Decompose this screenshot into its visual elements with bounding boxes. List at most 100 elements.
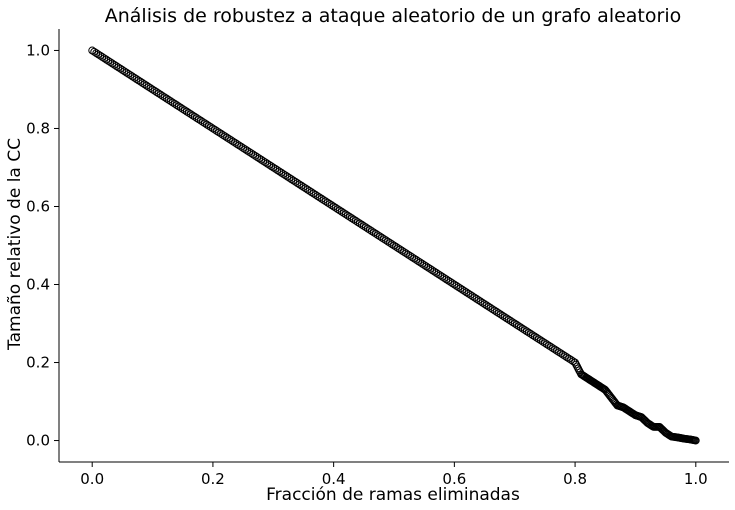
data-point xyxy=(94,50,103,59)
data-point xyxy=(124,69,133,78)
data-point xyxy=(323,198,332,207)
data-point xyxy=(227,136,235,145)
data-point xyxy=(442,275,451,284)
data-point xyxy=(557,349,565,358)
data-point xyxy=(398,246,406,255)
data-point xyxy=(430,267,439,276)
data-point xyxy=(251,151,260,160)
data-point xyxy=(202,120,211,129)
data-point xyxy=(164,95,173,104)
data-point xyxy=(553,346,561,355)
data-point xyxy=(112,62,121,70)
data-point xyxy=(378,233,386,242)
data-point xyxy=(190,112,199,121)
data-point xyxy=(522,327,531,336)
data-point xyxy=(390,241,398,250)
data-point xyxy=(303,185,312,194)
data-point xyxy=(402,249,410,258)
data-point xyxy=(478,298,487,307)
data-point xyxy=(305,186,314,195)
data-point xyxy=(376,232,384,241)
data-point xyxy=(353,218,362,226)
data-point xyxy=(359,222,368,230)
data-point xyxy=(458,285,467,294)
data-point xyxy=(470,293,479,302)
data-point xyxy=(386,238,394,247)
data-points xyxy=(88,46,700,445)
data-point xyxy=(315,193,324,202)
data-point xyxy=(265,160,274,169)
data-point xyxy=(263,159,272,168)
data-point xyxy=(237,142,245,151)
data-point xyxy=(200,119,209,128)
data-point xyxy=(520,326,529,334)
data-point xyxy=(253,153,262,161)
data-point xyxy=(269,163,278,172)
data-point xyxy=(476,297,485,306)
data-point xyxy=(414,257,423,266)
data-point xyxy=(255,154,264,163)
data-point xyxy=(404,250,412,259)
data-point xyxy=(538,337,547,346)
data-point xyxy=(331,203,340,212)
data-point xyxy=(434,270,443,279)
data-point xyxy=(233,140,241,148)
y-axis-title: Tamaño relativo de la CC xyxy=(5,138,25,351)
data-point xyxy=(456,284,465,293)
data-point xyxy=(367,227,376,236)
data-point xyxy=(464,289,473,298)
data-point xyxy=(176,103,185,112)
data-point xyxy=(536,336,545,345)
data-point xyxy=(259,157,268,165)
data-point xyxy=(221,132,229,141)
data-point xyxy=(96,51,105,60)
data-point xyxy=(532,333,541,342)
data-point xyxy=(231,138,239,147)
data-point xyxy=(184,108,193,117)
data-point xyxy=(506,317,515,325)
data-point xyxy=(100,54,109,63)
data-point xyxy=(299,183,308,191)
data-point xyxy=(120,67,129,76)
data-point xyxy=(311,190,320,199)
data-point xyxy=(287,175,296,184)
y-tick-label: 0.8 xyxy=(26,119,50,137)
data-point xyxy=(371,229,380,238)
data-point xyxy=(130,73,139,82)
data-point xyxy=(502,314,511,323)
data-point xyxy=(235,141,243,150)
data-point xyxy=(132,75,141,83)
y-tick-label: 1.0 xyxy=(26,41,50,59)
data-point xyxy=(416,258,425,267)
data-point xyxy=(486,304,495,312)
data-point xyxy=(474,296,483,305)
data-point xyxy=(494,309,503,318)
data-point xyxy=(219,131,227,139)
data-point xyxy=(392,242,400,251)
data-point xyxy=(146,84,155,93)
data-point xyxy=(400,248,408,256)
data-point xyxy=(428,266,437,275)
data-point xyxy=(355,219,364,228)
data-point xyxy=(138,79,147,87)
data-point xyxy=(281,171,290,180)
data-point xyxy=(142,81,151,90)
data-point xyxy=(516,323,525,332)
data-point xyxy=(319,196,328,204)
data-point xyxy=(444,276,453,285)
data-point xyxy=(134,76,143,85)
x-tick-label: 0.4 xyxy=(322,470,346,488)
data-point xyxy=(209,124,217,133)
data-point xyxy=(307,188,316,197)
data-point xyxy=(408,253,417,262)
data-point xyxy=(541,339,549,347)
data-point xyxy=(172,101,181,109)
data-point xyxy=(512,320,521,329)
axis-ticks: 0.0 0.2 0.4 0.6 0.8 1.0 0.0 0.2 0.4 0.6 0.8 1.0 xyxy=(26,41,708,488)
data-point xyxy=(691,436,700,445)
data-point xyxy=(357,220,366,229)
data-point xyxy=(160,93,169,102)
data-point xyxy=(396,245,404,254)
data-point xyxy=(492,307,501,316)
data-point xyxy=(180,106,189,115)
